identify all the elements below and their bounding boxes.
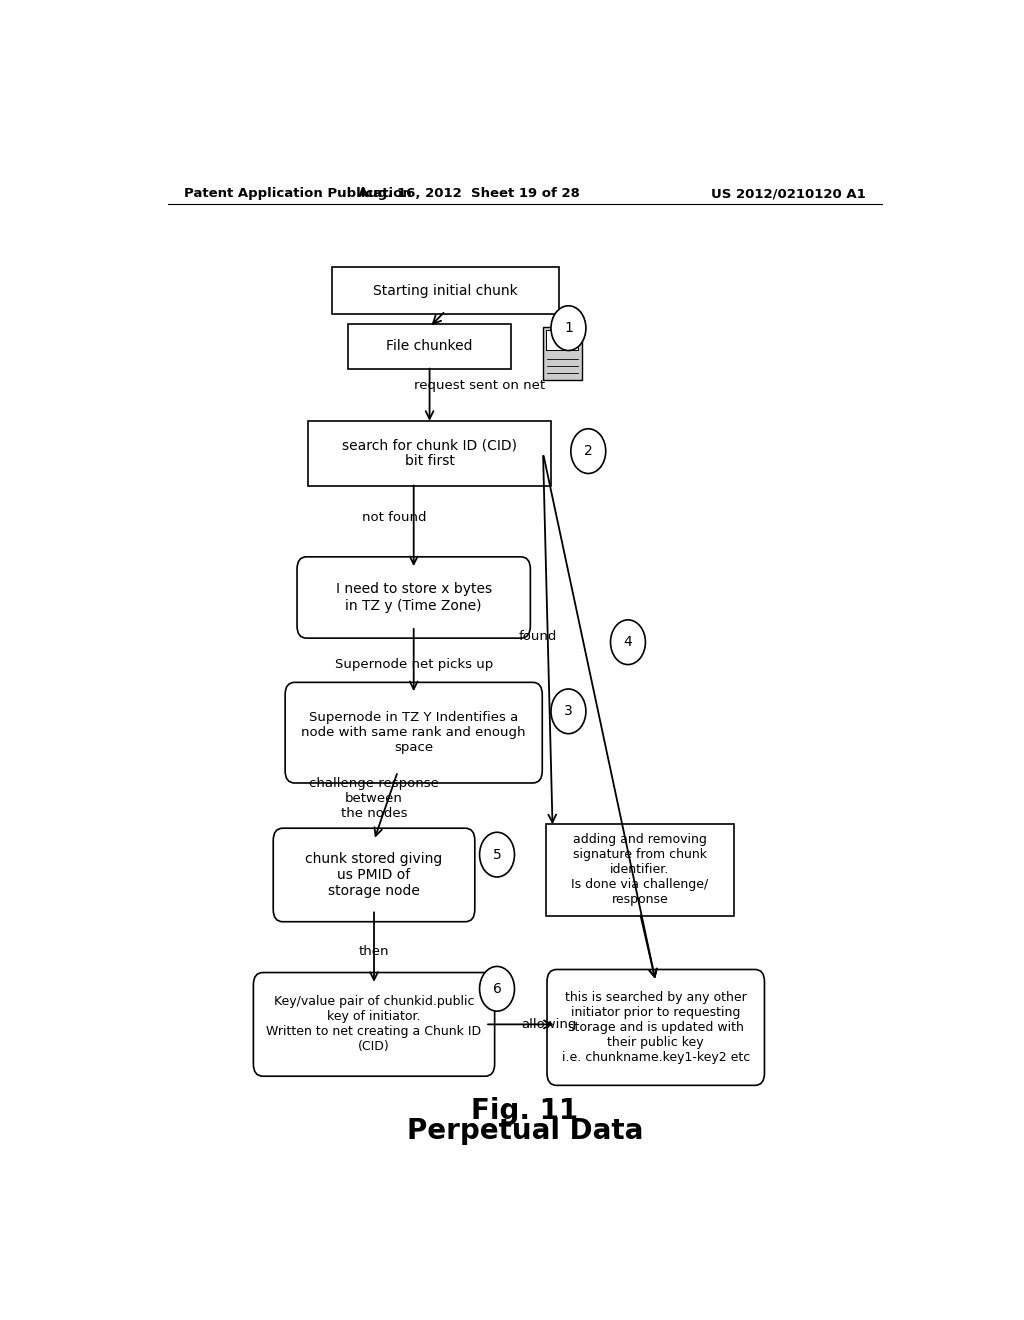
FancyBboxPatch shape <box>273 828 475 921</box>
Circle shape <box>479 966 514 1011</box>
Text: 2: 2 <box>584 444 593 458</box>
Circle shape <box>610 620 645 664</box>
Circle shape <box>479 833 514 876</box>
Circle shape <box>551 306 586 351</box>
FancyBboxPatch shape <box>253 973 495 1076</box>
FancyBboxPatch shape <box>546 330 579 351</box>
Text: Supernode in TZ Y Indentifies a
node with same rank and enough
space: Supernode in TZ Y Indentifies a node wit… <box>301 711 526 754</box>
Text: 6: 6 <box>493 982 502 995</box>
Text: 4: 4 <box>624 635 633 649</box>
Text: Supernode net picks up: Supernode net picks up <box>335 659 493 671</box>
Text: Fig. 11: Fig. 11 <box>471 1097 579 1125</box>
Circle shape <box>551 689 586 734</box>
Text: this is searched by any other
initiator prior to requesting
storage and is updat: this is searched by any other initiator … <box>561 991 750 1064</box>
Text: request sent on net: request sent on net <box>414 379 545 392</box>
FancyBboxPatch shape <box>547 969 765 1085</box>
FancyBboxPatch shape <box>297 557 530 638</box>
FancyBboxPatch shape <box>543 327 582 380</box>
Text: then: then <box>358 945 389 958</box>
Text: Key/value pair of chunkid.public
key of initiator.
Written to net creating a Chu: Key/value pair of chunkid.public key of … <box>266 995 481 1053</box>
Text: I need to store x bytes
in TZ y (Time Zone): I need to store x bytes in TZ y (Time Zo… <box>336 582 492 612</box>
Text: Aug. 16, 2012  Sheet 19 of 28: Aug. 16, 2012 Sheet 19 of 28 <box>358 187 581 201</box>
FancyBboxPatch shape <box>546 824 733 916</box>
Text: challenge response
between
the nodes: challenge response between the nodes <box>309 777 439 820</box>
FancyBboxPatch shape <box>308 421 551 486</box>
Text: found: found <box>518 630 557 643</box>
FancyBboxPatch shape <box>348 325 511 368</box>
Text: Starting initial chunk: Starting initial chunk <box>373 284 518 297</box>
Text: Patent Application Publication: Patent Application Publication <box>183 187 412 201</box>
Text: search for chunk ID (CID)
bit first: search for chunk ID (CID) bit first <box>342 438 517 469</box>
Circle shape <box>570 429 606 474</box>
Text: allowing: allowing <box>521 1018 577 1031</box>
Text: 1: 1 <box>564 321 572 335</box>
Text: Perpetual Data: Perpetual Data <box>407 1117 643 1144</box>
Text: US 2012/0210120 A1: US 2012/0210120 A1 <box>712 187 866 201</box>
FancyBboxPatch shape <box>285 682 543 783</box>
Text: File chunked: File chunked <box>386 339 473 354</box>
Text: chunk stored giving
us PMID of
storage node: chunk stored giving us PMID of storage n… <box>305 851 442 898</box>
FancyBboxPatch shape <box>332 267 559 314</box>
Text: 3: 3 <box>564 705 572 718</box>
Text: adding and removing
signature from chunk
identifier.
Is done via challenge/
resp: adding and removing signature from chunk… <box>571 833 709 907</box>
Text: not found: not found <box>362 511 427 524</box>
Text: 5: 5 <box>493 847 502 862</box>
